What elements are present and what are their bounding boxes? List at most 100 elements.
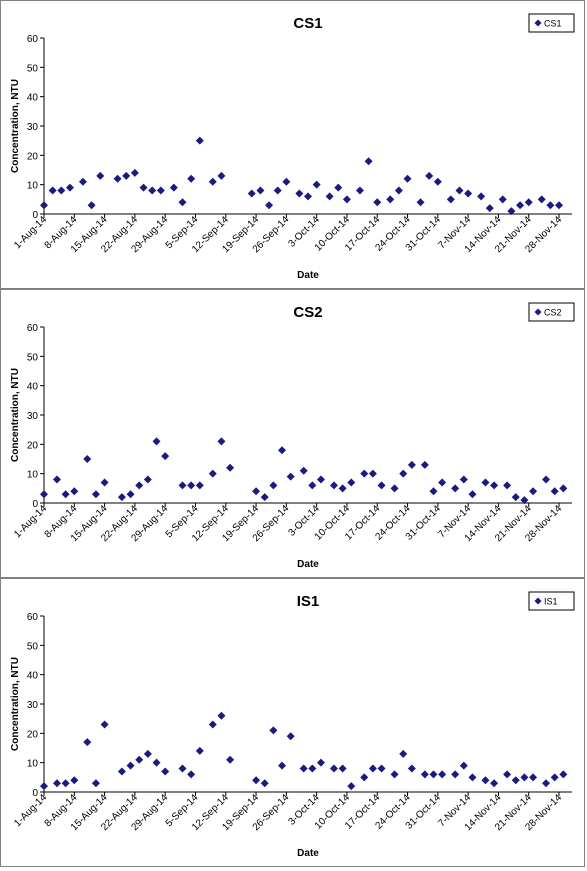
legend-box bbox=[528, 302, 575, 322]
chart0-point-33 bbox=[386, 195, 395, 204]
chart2-point-14 bbox=[187, 770, 196, 779]
chart0-point-20 bbox=[256, 186, 265, 195]
chart1-point-2 bbox=[61, 490, 70, 499]
chart2-point-10 bbox=[143, 749, 152, 758]
chart0-point-3 bbox=[65, 183, 74, 192]
chart1-point-15 bbox=[195, 481, 204, 490]
chart0-point-48 bbox=[537, 195, 546, 204]
chart-panel-cs1: CS1 0 10 20 30 40 50 60 1-Aug-14 8-Aug-14 15-Aug-1… bbox=[0, 0, 585, 289]
chart2-point-0 bbox=[40, 782, 48, 791]
chart0-point-46 bbox=[516, 201, 525, 210]
chart2-point-31 bbox=[368, 764, 377, 773]
chart2-point-33 bbox=[390, 770, 399, 779]
chart2-point-15 bbox=[195, 746, 204, 755]
chart0-point-38 bbox=[433, 177, 442, 186]
chart0-point-25 bbox=[304, 192, 312, 201]
chart1-point-35 bbox=[407, 460, 416, 469]
chart-title: CS2 bbox=[293, 304, 322, 321]
chart2-point-12 bbox=[161, 767, 170, 776]
y-tick-label: 0 bbox=[32, 499, 38, 510]
chart1-point-24 bbox=[299, 466, 308, 475]
chart0-point-6 bbox=[96, 171, 105, 180]
chart-panel-is1: IS1 0 10 20 30 40 50 60 1-Aug-14 8-Aug-14 15-Aug-1… bbox=[0, 578, 585, 867]
chart2-point-48 bbox=[542, 779, 551, 788]
legend-label: CS2 bbox=[544, 308, 562, 318]
chart2-point-18 bbox=[226, 755, 235, 764]
legend-marker bbox=[534, 597, 542, 605]
chart2-point-22 bbox=[278, 761, 287, 770]
x-axis-title: Date bbox=[297, 559, 319, 570]
y-tick-label: 20 bbox=[27, 151, 39, 162]
chart2-point-13 bbox=[178, 764, 187, 773]
chart2-point-37 bbox=[429, 770, 438, 779]
chart1-point-10 bbox=[143, 475, 152, 484]
chart0-point-9 bbox=[130, 168, 139, 177]
chart1-point-41 bbox=[468, 490, 477, 499]
chart1-point-26 bbox=[316, 475, 325, 484]
chart0-point-11 bbox=[148, 186, 157, 195]
legend-marker bbox=[534, 308, 542, 316]
chart2-point-21 bbox=[269, 726, 278, 735]
y-tick-label: 50 bbox=[27, 352, 39, 363]
y-tick-label: 10 bbox=[27, 181, 39, 192]
y-tick-label: 10 bbox=[27, 470, 39, 481]
chart0-point-7 bbox=[113, 174, 122, 183]
chart2-point-27 bbox=[329, 764, 338, 773]
chart0-point-10 bbox=[139, 183, 148, 192]
chart0-point-13 bbox=[169, 183, 178, 192]
chart-cs1: CS101020304050601-Aug-148-Aug-1415-Aug-1… bbox=[10, 13, 575, 281]
chart2-point-24 bbox=[299, 764, 308, 773]
chart0-point-17 bbox=[208, 177, 217, 186]
chart-panel-cs2: CS2 0 10 20 30 40 50 60 1-Aug-14 8-Aug-14 15-Aug-1… bbox=[0, 289, 585, 578]
chart2-point-44 bbox=[503, 770, 512, 779]
chart0-point-30 bbox=[355, 186, 364, 195]
chart2-point-25 bbox=[308, 764, 317, 773]
chart2-point-47 bbox=[529, 773, 538, 782]
chart1-point-6 bbox=[100, 478, 109, 487]
chart0-point-21 bbox=[265, 201, 274, 210]
chart1-point-36 bbox=[420, 460, 429, 469]
chart1-point-45 bbox=[511, 493, 520, 502]
chart0-point-45 bbox=[507, 207, 516, 216]
chart1-point-33 bbox=[390, 484, 399, 493]
chart1-point-25 bbox=[308, 481, 317, 490]
chart0-point-47 bbox=[524, 198, 533, 207]
chart0-point-44 bbox=[498, 195, 507, 204]
y-axis-title: Concentration, NTU bbox=[10, 79, 21, 173]
y-tick-label: 50 bbox=[27, 641, 39, 652]
chart2-point-49 bbox=[550, 773, 559, 782]
chart1-point-42 bbox=[481, 478, 490, 487]
chart2-point-11 bbox=[152, 758, 161, 767]
legend: CS2 bbox=[528, 302, 575, 322]
chart2-point-4 bbox=[83, 738, 92, 747]
chart1-point-16 bbox=[208, 469, 217, 478]
chart0-point-1 bbox=[48, 186, 57, 195]
chart2-point-17 bbox=[217, 711, 226, 720]
chart1-point-22 bbox=[278, 446, 287, 455]
chart1-point-1 bbox=[52, 475, 61, 484]
y-tick-label: 20 bbox=[27, 729, 39, 740]
chart1-point-27 bbox=[329, 481, 338, 490]
chart0-point-40 bbox=[455, 186, 464, 195]
legend-box bbox=[528, 591, 575, 611]
chart1-point-29 bbox=[347, 478, 356, 487]
chart0-point-43 bbox=[485, 204, 494, 213]
chart2-point-35 bbox=[407, 764, 416, 773]
chart1-point-20 bbox=[260, 493, 269, 502]
y-axis-title: Concentration, NTU bbox=[10, 657, 21, 751]
y-tick-label: 30 bbox=[27, 122, 39, 133]
y-tick-label: 30 bbox=[27, 700, 39, 711]
chart2-point-45 bbox=[511, 776, 520, 785]
chart2-point-36 bbox=[420, 770, 429, 779]
y-tick-label: 20 bbox=[27, 440, 39, 451]
chart1-point-23 bbox=[286, 472, 295, 481]
chart1-point-0 bbox=[40, 490, 48, 499]
chart2-point-46 bbox=[520, 773, 529, 782]
chart0-point-41 bbox=[464, 189, 473, 198]
chart0-point-37 bbox=[425, 171, 434, 180]
chart2-point-28 bbox=[338, 764, 347, 773]
chart0-point-50 bbox=[555, 201, 564, 210]
chart1-point-48 bbox=[542, 475, 551, 484]
y-axis-title: Concentration, NTU bbox=[10, 368, 21, 462]
chart2-point-3 bbox=[70, 776, 79, 785]
